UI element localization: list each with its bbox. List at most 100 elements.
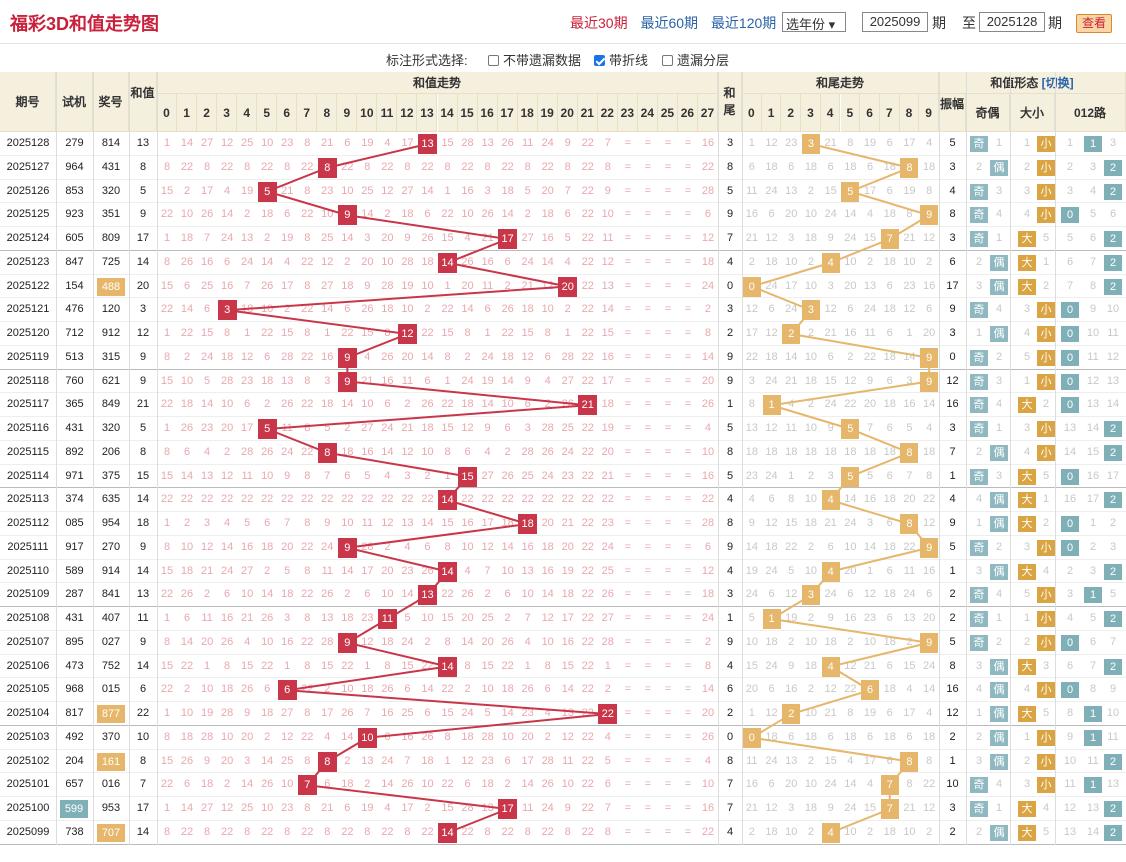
sum-miss: 4 [484,445,491,458]
tail-miss: 22 [785,540,798,553]
tail-hit: 0 [742,727,761,748]
tail-cell: 2 [726,327,734,339]
trial-cell: 923 [65,208,84,221]
route-tag: 2 [1104,611,1122,627]
sum-miss: = [684,208,692,221]
switch-link[interactable]: [切换] [1041,76,1074,90]
oe-miss: 2 [975,445,983,458]
sum-miss: 12 [701,564,715,577]
option-line[interactable]: 带折线 [594,50,648,69]
sum-miss: = [664,635,672,648]
tail-col-header: 4 [820,94,841,132]
tail-hit: 8 [900,514,919,534]
route-tag: 0 [1061,302,1079,319]
tail-cell: 4 [726,493,734,506]
from-issue-input[interactable]: 2025099 [862,12,928,32]
bs-miss: 3 [1023,540,1031,553]
sum-miss: 10 [220,398,234,411]
sum-miss: 28 [601,635,614,648]
tail-hit: 7 [880,799,899,819]
tail-cell: 5 [726,422,734,434]
issue-cell: 2025110 [6,564,49,577]
bs-miss: 5 [1023,350,1031,363]
sum-col-header: 23 [617,94,638,132]
sum-miss: 18 [180,398,194,411]
tail-miss: 23 [785,137,798,149]
sum-miss: 22 [220,160,234,173]
sum-col-header: 24 [637,94,658,132]
sum-miss: 22 [501,493,514,506]
sum-miss: 4 [224,184,231,197]
sum-miss: 24 [521,255,534,268]
tail-miss: 2 [807,255,814,268]
sum-miss: 13 [241,232,254,244]
tail-cell: 3 [726,137,734,149]
sum-miss: 10 [521,588,534,601]
sum-miss: 4 [244,635,251,648]
sum-miss: 1 [444,469,451,482]
sum-miss: 22 [581,540,594,553]
sum-miss: 25 [481,612,494,624]
checkbox-checked-icon[interactable] [594,55,605,66]
sum-miss: 8 [163,160,171,173]
sum-miss: = [624,303,632,316]
link-recent-60[interactable]: 最近60期 [640,15,699,31]
sum-miss: 19 [481,374,494,387]
issue-header[interactable]: 期号 [0,72,56,132]
tail-miss: 2 [788,635,795,648]
tail-miss: 18 [883,398,896,411]
sum-miss: 16 [701,137,715,149]
route-tag: 0 [1061,468,1079,485]
route-tag: 2 [1104,421,1122,437]
sum-miss: = [684,422,692,434]
sum-miss: = [664,398,672,411]
sum-miss: 24 [541,469,554,482]
sum-miss: 26 [281,398,294,411]
tail-hit: 5 [841,419,860,439]
view-button[interactable]: 查看 [1076,14,1112,33]
sum-cell: 9 [139,350,147,363]
sum-miss: 28 [281,350,294,363]
tail-miss: 18 [923,160,936,173]
sum-miss: 6 [183,612,191,624]
sum-miss: 22 [581,517,594,529]
sum-miss: 9 [524,374,531,387]
sum-miss: = [664,208,672,221]
tail-miss: 18 [804,517,818,529]
link-recent-120[interactable]: 最近120期 [710,15,777,31]
option-layer[interactable]: 遗漏分层 [662,50,729,69]
sum-miss: 2 [544,398,551,411]
tail-miss: 9 [748,517,755,529]
sum-miss: 16 [281,635,294,648]
link-recent-30[interactable]: 最近30期 [570,15,628,31]
tail-hit: 8 [900,442,919,463]
sum-miss: 22 [301,445,314,458]
sum-miss: 14 [341,232,354,244]
sum-miss: 9 [564,137,571,149]
route-tag: 1 [1084,729,1102,746]
year-select[interactable]: 选年份 ▾ [782,12,846,32]
option-no-miss[interactable]: 不带遗漏数据 [488,50,581,69]
trial-cell: 847 [65,255,84,268]
sum-miss: 16 [220,279,234,292]
sum-miss: 24 [701,612,715,624]
checkbox-icon[interactable] [488,55,499,66]
sum-miss: 14 [461,303,474,316]
route-miss: 4 [1066,612,1074,624]
to-issue-input[interactable]: 2025128 [979,12,1045,32]
odd-tag: 奇 [970,231,988,247]
amp-cell: 2 [949,612,956,624]
sum-miss: 22 [261,327,274,339]
sum-miss: = [644,422,652,434]
sum-miss: 2 [204,588,211,601]
trial-cell: 085 [65,517,84,529]
sum-miss: 15 [160,469,174,482]
issue-cell: 2025127 [6,160,50,173]
tail-col-header: 8 [899,94,920,132]
sum-miss: 4 [204,445,211,458]
checkbox-icon[interactable] [662,55,673,66]
tail-hit: 1 [762,609,781,629]
sum-miss: 14 [541,255,554,268]
sum-miss: 18 [461,398,474,411]
sum-miss: 22 [321,493,334,506]
